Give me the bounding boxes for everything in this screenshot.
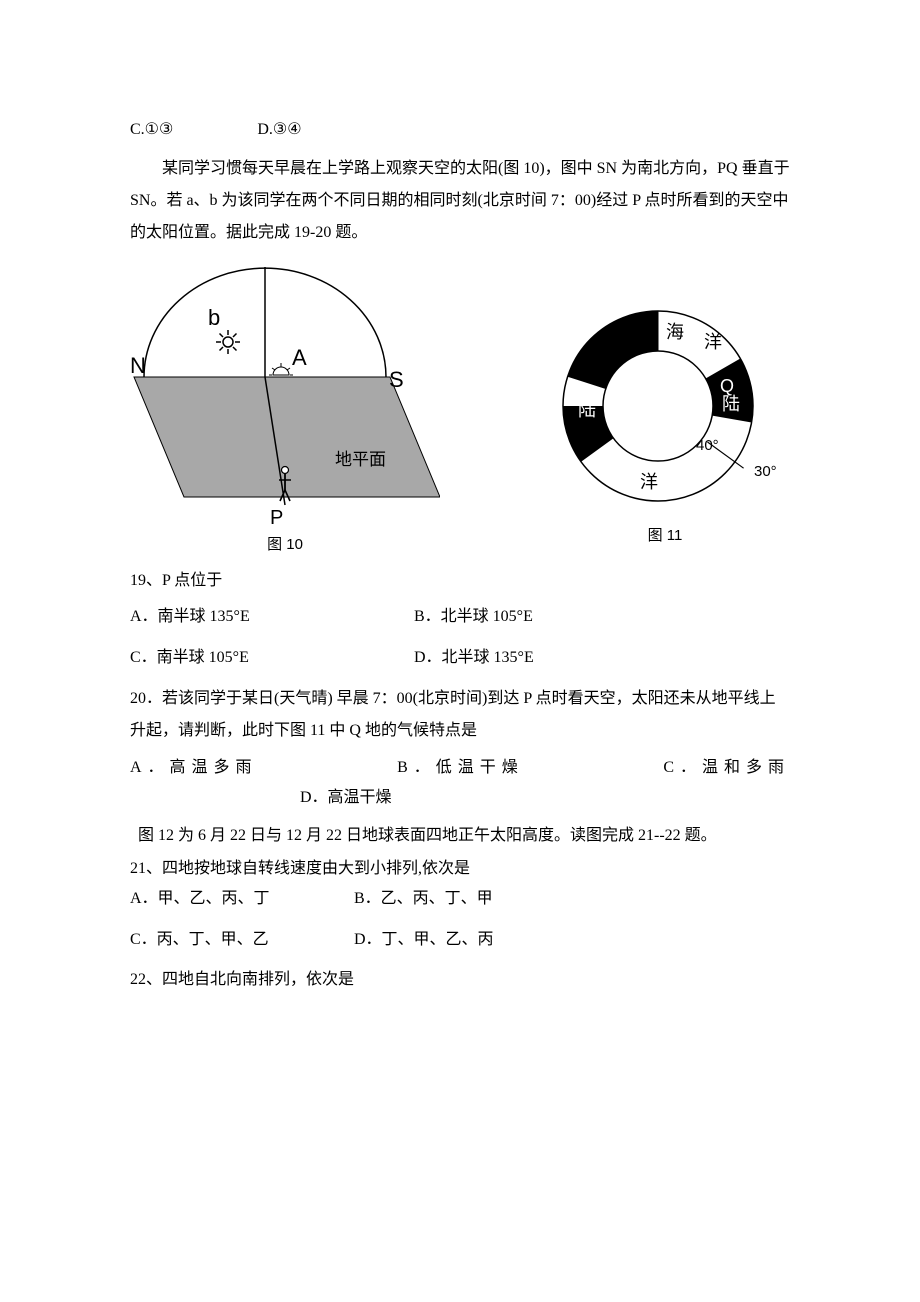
q21-b: B．乙、丙、丁、甲 [354, 884, 493, 914]
option-c: C.①③ [130, 115, 173, 145]
label-ground: 地平面 [335, 450, 386, 469]
q21-options-row2: C．丙、丁、甲、乙 D．丁、甲、乙、丙 [130, 925, 790, 955]
label-p: P [270, 507, 283, 527]
q20-options-row1: A．高温多雨 B．低温干燥 C．温和多雨 [130, 753, 790, 783]
label-land-left: 陆 [578, 400, 596, 420]
sun-a-icon [269, 363, 293, 375]
q21-c: C．丙、丁、甲、乙 [130, 925, 350, 955]
q21-options-row1: A．甲、乙、丙、丁 B．乙、丙、丁、甲 [130, 884, 790, 914]
q20-b: B．低温干燥 [397, 753, 524, 783]
q19-a: A．南半球 135°E [130, 602, 410, 632]
figures-row: N S A b P 地平面 图 10 [130, 267, 790, 560]
label-s: S [389, 367, 404, 392]
q20-d: D．高温干燥 [300, 789, 392, 806]
sun-b-icon [216, 330, 240, 354]
q19-options-row1: A．南半球 135°E B．北半球 105°E [130, 602, 790, 632]
figure-10: N S A b P 地平面 图 10 [130, 267, 440, 560]
figure-11-caption: 图 11 [540, 522, 790, 551]
q20-options-row2: D．高温干燥 [130, 783, 790, 813]
label-30: 30° [754, 463, 777, 480]
label-b: b [208, 305, 220, 330]
q21-a: A．甲、乙、丙、丁 [130, 884, 350, 914]
label-n: N [130, 353, 146, 378]
q20-c: C．温和多雨 [663, 753, 790, 783]
option-d: D.③④ [257, 115, 301, 145]
q20-a: A．高温多雨 [130, 753, 258, 783]
figure-10-svg: N S A b P 地平面 [130, 267, 440, 527]
q19-options-row2: C．南半球 105°E D．北半球 135°E [130, 643, 790, 673]
label-land-right: 陆 [722, 394, 740, 414]
q22-stem: 22、四地自北向南排列，依次是 [130, 965, 790, 995]
prev-options-line: C.①③ D.③④ [130, 115, 790, 145]
q19-b: B．北半球 105°E [414, 602, 533, 632]
label-a: A [292, 345, 307, 370]
figure-10-caption: 图 10 [130, 531, 440, 560]
q20-stem: 20．若该同学于某日(天气晴) 早晨 7：00(北京时间)到达 P 点时看天空，… [130, 683, 790, 747]
label-ocean-bottom: 洋 [640, 472, 658, 492]
q21-d: D．丁、甲、乙、丙 [354, 925, 494, 955]
q21-stem: 21、四地按地球自转线速度由大到小排列,依次是 [130, 855, 790, 882]
q19-d: D．北半球 135°E [414, 643, 534, 673]
pre-21-22-line1: 图 12 为 6 月 22 日与 12 月 22 日地球表面四地正午太阳高度。读… [138, 822, 790, 849]
label-40: 40° [696, 437, 719, 454]
q19-stem: 19、P 点位于 [130, 566, 790, 596]
figure-11-svg: 海 洋 洋 陆 陆 Q 40° 30° [540, 303, 790, 518]
ground-plane [134, 377, 440, 497]
figure-11: 海 洋 洋 陆 陆 Q 40° 30° 图 11 [540, 303, 790, 551]
intro-paragraph: 某同学习惯每天早晨在上学路上观察天空的太阳(图 10)，图中 SN 为南北方向，… [130, 153, 790, 249]
label-q: Q [720, 376, 734, 396]
label-ocean-top-1: 海 [666, 322, 684, 342]
q19-c: C．南半球 105°E [130, 643, 410, 673]
label-ocean-top-2: 洋 [704, 332, 722, 352]
